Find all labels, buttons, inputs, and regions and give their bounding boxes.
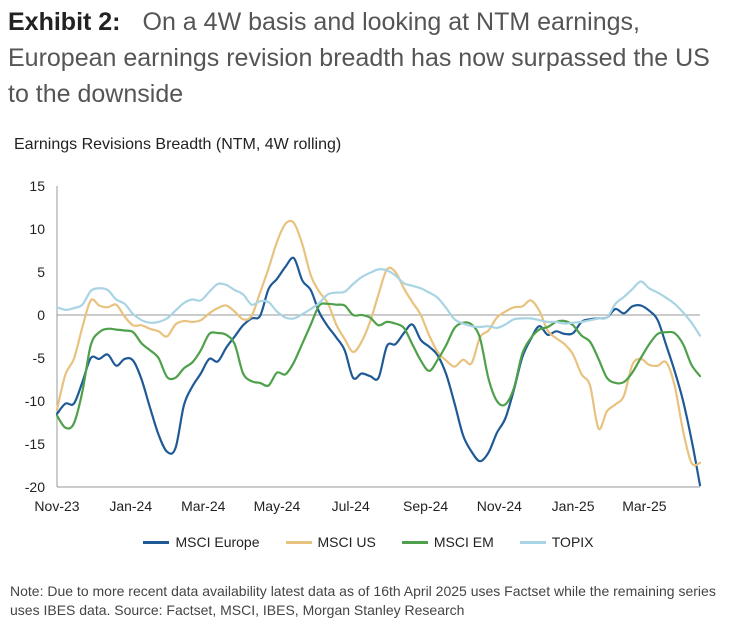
series-line-msci-em: [55, 302, 702, 430]
x-tick-label: Jan-24: [109, 498, 152, 514]
legend-label: MSCI Europe: [175, 534, 260, 550]
x-tick-label: Jan-25: [552, 498, 595, 514]
x-tick-label: Nov-24: [477, 498, 522, 514]
x-tick-label: Jul-24: [332, 498, 370, 514]
legend-swatch: [143, 540, 170, 544]
legend-swatch: [519, 540, 546, 544]
exhibit-label: Exhibit 2:: [8, 8, 121, 36]
x-tick-label: Nov-23: [34, 498, 79, 514]
x-tick-label: May-24: [254, 498, 301, 514]
x-tick-label: Mar-24: [181, 498, 226, 514]
y-tick-label: -20: [25, 479, 45, 495]
legend-label: MSCI US: [317, 534, 376, 550]
y-tick-label: 10: [29, 221, 45, 237]
exhibit-title: On a 4W basis and looking at NTM earning…: [8, 8, 710, 108]
line-chart: 15 10 5 0 -5 -10 -15 -20 Nov-23 Jan-24 Mar-24 May-2…: [25, 178, 702, 514]
x-tick-label: Sep-24: [403, 498, 448, 514]
chart-title: Earnings Revisions Breadth (NTM, 4W roll…: [14, 136, 342, 153]
y-tick-label: -5: [33, 350, 46, 366]
legend-item: TOPIX: [519, 534, 594, 550]
exhibit-header: Exhibit 2: On a 4W basis and looking at N…: [8, 4, 728, 112]
y-tick-label: -15: [25, 436, 45, 452]
legend-item: MSCI EM: [401, 534, 494, 550]
legend-swatch: [401, 540, 428, 544]
y-tick-label: 5: [37, 264, 45, 280]
x-tick-label: Mar-25: [622, 498, 667, 514]
legend-label: MSCI EM: [433, 534, 494, 550]
series-line-msci-us: [55, 219, 702, 467]
y-tick-label: -10: [25, 393, 45, 409]
legend-item: MSCI US: [285, 534, 376, 550]
chart-legend: MSCI Europe MSCI US MSCI EM TOPIX: [0, 534, 737, 550]
legend-item: MSCI Europe: [143, 534, 260, 550]
legend-label: TOPIX: [551, 534, 594, 550]
footnote: Note: Due to more recent data availabili…: [10, 583, 716, 618]
y-tick-label: 0: [37, 307, 45, 323]
y-tick-label: 15: [29, 178, 45, 194]
legend-swatch: [285, 540, 312, 544]
series-line-topix: [55, 268, 702, 337]
